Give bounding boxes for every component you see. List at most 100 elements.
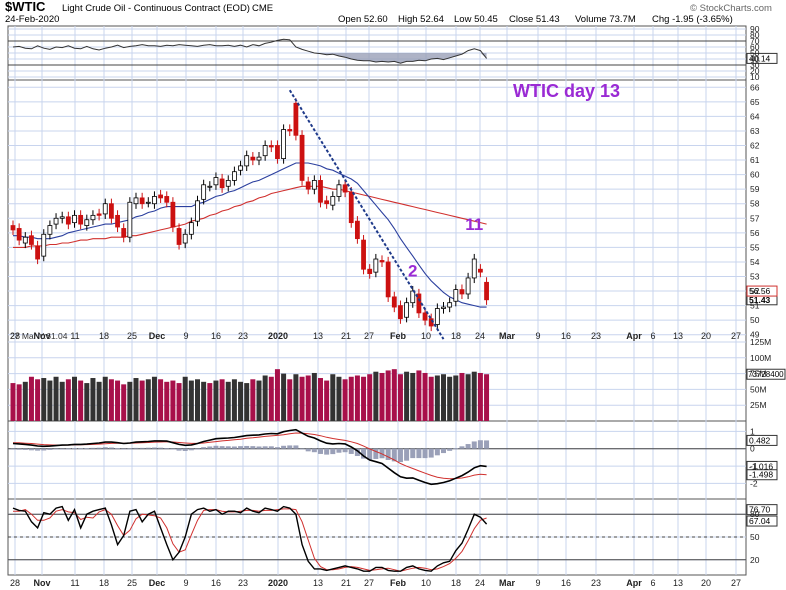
x-tick-label: 16 <box>211 578 221 588</box>
range-note: 27 Mar Y:61.04 <box>10 331 68 341</box>
volume-bar <box>385 370 391 421</box>
x-tick-label: 25 <box>127 331 137 341</box>
price-y-tick: 59 <box>750 184 760 194</box>
macd-histogram-bar <box>324 448 330 455</box>
candle-body <box>231 171 237 181</box>
candle-body <box>305 181 311 190</box>
candle-body <box>459 289 465 295</box>
x-tick-label: 9 <box>535 331 540 341</box>
stochastic-value-label: 76.70 <box>749 505 771 515</box>
rsi-value-box <box>746 52 778 64</box>
volume-bar <box>342 379 348 421</box>
macd-histogram-bar <box>299 448 305 450</box>
volume-bar <box>453 375 459 421</box>
macd-y-tick: 1 <box>750 426 755 436</box>
x-tick-label: 13 <box>673 331 683 341</box>
macd-line <box>12 428 487 486</box>
candle-body <box>16 228 22 241</box>
quote-close: Close 51.43 <box>509 14 560 25</box>
candle-body <box>281 129 287 160</box>
x-tick-label: 23 <box>238 578 248 588</box>
macd-y-tick: 0 <box>750 444 755 454</box>
stochastic-value-box <box>746 504 778 516</box>
candle-body <box>90 214 96 221</box>
volume-bar <box>188 380 194 421</box>
macd-series: 0.482 -1.016-1.498 <box>10 428 778 486</box>
volume-bar <box>10 383 16 421</box>
macd-histogram-bar <box>188 448 194 451</box>
macd-histogram-bar <box>385 448 391 460</box>
volume-bar <box>78 380 84 421</box>
volume-bar <box>434 375 440 421</box>
macd-value-box <box>746 469 778 481</box>
macd-histogram-bar <box>336 448 342 453</box>
macd-histogram-bar <box>10 448 16 450</box>
volume-bar <box>428 376 434 421</box>
macd-histogram-bar <box>397 448 403 463</box>
candle-body <box>330 196 336 206</box>
volume-bar <box>391 369 397 421</box>
volume-bar <box>145 379 151 421</box>
macd-histogram-bar <box>305 448 311 452</box>
candle-body <box>441 306 446 309</box>
trendline <box>288 89 445 340</box>
volume-bar <box>250 379 256 421</box>
macd-histogram-bar <box>151 447 157 449</box>
candle-body <box>342 184 348 193</box>
x-tick-label: 10 <box>421 331 431 341</box>
volume-bar <box>336 376 342 421</box>
volume-bar <box>361 376 367 421</box>
x-tick-label: 21 <box>341 578 351 588</box>
x-tick-label: 27 <box>364 578 374 588</box>
macd-histogram-bar <box>287 445 293 449</box>
macd-histogram-bar <box>244 445 250 449</box>
price-y-tick: 54 <box>750 257 760 267</box>
macd-histogram-bar <box>459 446 465 449</box>
macd-histogram-bar <box>477 440 483 449</box>
rsi-y-tick: 40 <box>750 54 760 64</box>
candle-body <box>385 261 391 298</box>
candle-body <box>422 312 428 321</box>
candle-body <box>207 185 213 188</box>
macd-histogram-bar <box>145 447 151 449</box>
macd-histogram-bar <box>330 448 336 455</box>
volume-value-label: 73728400 <box>748 370 784 379</box>
candle-body <box>96 213 102 216</box>
x-tick-label: Feb <box>390 331 407 341</box>
macd-histogram-bar <box>354 448 360 457</box>
wave-count-label: 11 <box>465 215 483 234</box>
candle-body <box>299 134 305 181</box>
macd-signal-line <box>12 432 487 480</box>
sma-value-label: 56.56 <box>749 286 771 296</box>
candle-body <box>262 145 268 157</box>
volume-bar <box>90 378 96 421</box>
candle-body <box>225 180 231 187</box>
candle-body <box>379 260 385 263</box>
volume-bar <box>484 374 490 421</box>
candle-body <box>109 203 114 219</box>
candle-body <box>471 258 477 279</box>
volume-bar <box>397 374 403 421</box>
x-tick-label: Apr <box>626 331 642 341</box>
x-tick-label: Nov <box>33 578 50 588</box>
sma50-line <box>13 185 487 248</box>
x-tick-label: 28 <box>10 578 20 588</box>
price-y-tick: 52 <box>750 286 760 296</box>
candle-body <box>139 197 145 205</box>
volume-bar <box>59 381 65 421</box>
macd-histogram-bar <box>453 448 459 450</box>
volume-bar <box>96 381 102 421</box>
x-tick-label: 9 <box>183 578 188 588</box>
macd-histogram-bar <box>262 446 268 449</box>
x-tick-label: 16 <box>211 331 221 341</box>
macd-histogram-bar <box>447 448 453 451</box>
x-tick-label: 23 <box>591 578 601 588</box>
candle-body <box>361 239 366 270</box>
macd-histogram-bar <box>53 448 59 450</box>
macd-histogram-bar <box>78 448 84 450</box>
x-tick-label: 6 <box>650 331 655 341</box>
macd-histogram-bar <box>231 446 237 449</box>
volume-value-box <box>746 368 786 380</box>
price-y-tick: 58 <box>750 199 760 209</box>
candle-body <box>182 233 188 244</box>
